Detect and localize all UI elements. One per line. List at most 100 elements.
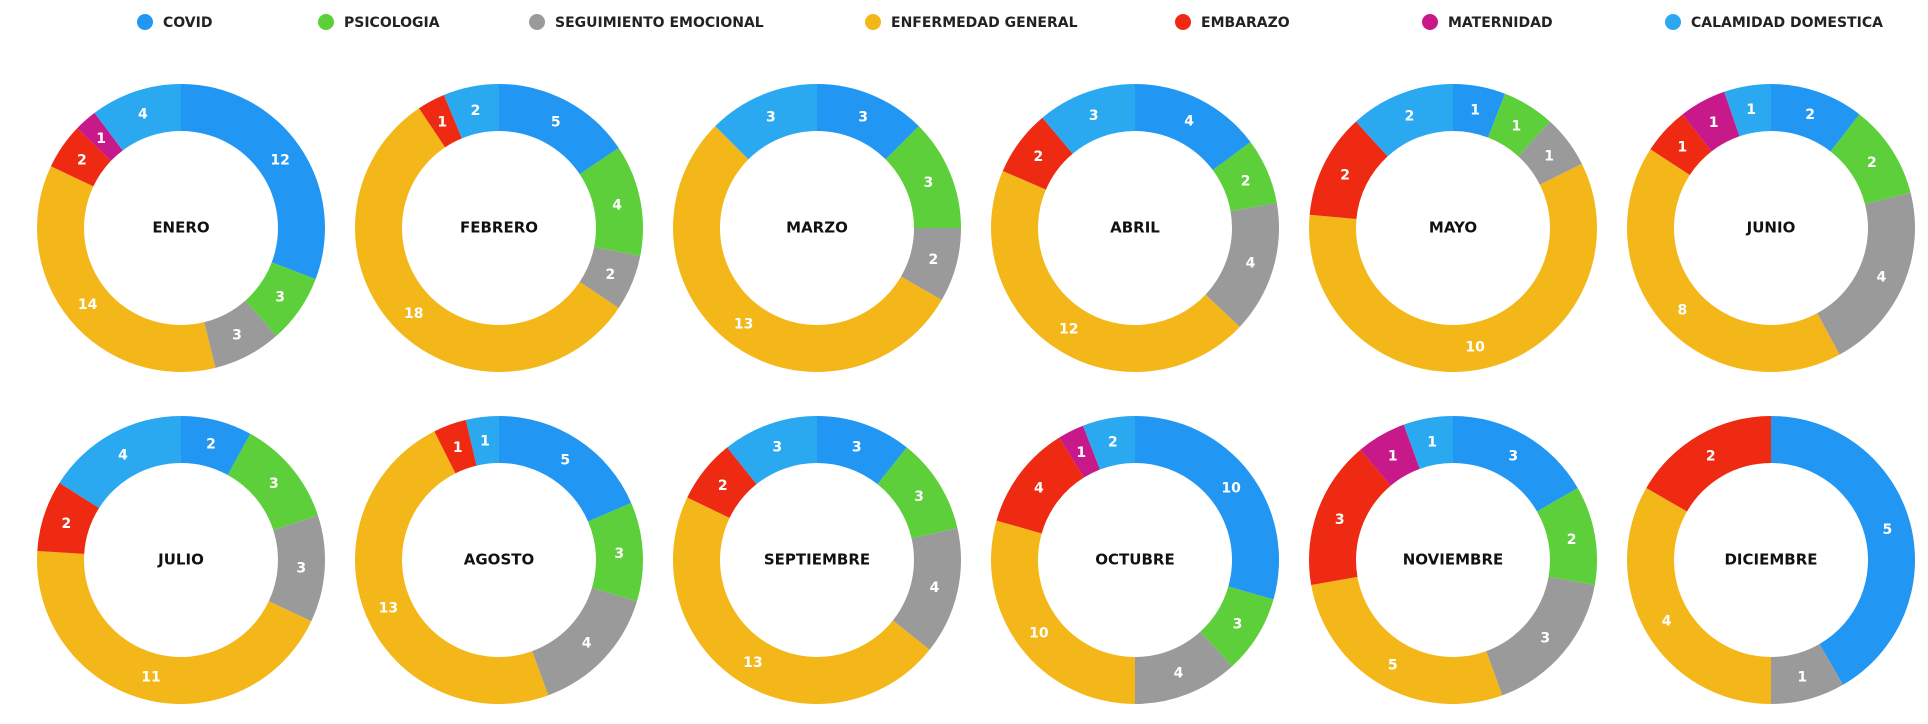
donut-slice [1830, 114, 1911, 205]
donut-slice [1002, 117, 1073, 190]
legend-label: ENFERMEDAD GENERAL [891, 15, 1078, 31]
donut-slice [673, 126, 942, 373]
donut-slice [1627, 149, 1840, 372]
slice-label: 4 [930, 580, 940, 596]
slice-label: 2 [1241, 173, 1251, 189]
legend-swatch [1665, 14, 1681, 30]
legend-swatch [529, 14, 545, 30]
slice-label: 13 [379, 601, 398, 617]
slice-label: 18 [404, 306, 423, 322]
donut-slice [877, 447, 958, 539]
legend-label: PSICOLOGIA [344, 15, 440, 31]
donut-slice [1355, 84, 1453, 157]
slice-label: 3 [1089, 108, 1099, 124]
slice-label: 1 [453, 440, 463, 456]
slice-label: 5 [1883, 522, 1893, 538]
donut-slice [817, 416, 907, 485]
donut-slice [1205, 202, 1279, 327]
donut-slice [355, 108, 619, 372]
slice-label: 4 [138, 107, 148, 123]
legend-swatch [318, 14, 334, 30]
slice-label: 4 [1246, 256, 1256, 272]
donut-slice [355, 431, 549, 704]
donut-slice [588, 502, 643, 602]
slice-label: 2 [471, 103, 481, 119]
donut-title: JULIO [157, 551, 204, 569]
donut-slice [579, 147, 643, 257]
donut-slice [1212, 142, 1277, 212]
donut-slice [996, 437, 1084, 534]
donut-slice [1360, 424, 1420, 486]
donut-slice [204, 300, 277, 368]
donut-slice [687, 447, 757, 518]
slice-label: 8 [1677, 303, 1687, 319]
donut-slice [1537, 488, 1597, 586]
slice-label: 13 [743, 655, 762, 671]
slice-label: 1 [1427, 434, 1437, 450]
donut-slice [94, 84, 181, 151]
slice-label: 2 [1108, 435, 1118, 451]
donut-slice [227, 433, 318, 531]
donut-slice [465, 416, 499, 466]
legend-label: EMBARAZO [1201, 15, 1290, 31]
donut-slice [418, 94, 462, 148]
slice-label: 4 [118, 447, 128, 463]
slice-label: 4 [1876, 269, 1886, 285]
donut-slice [673, 497, 930, 704]
donut-slice [37, 166, 216, 372]
legend-swatch [1175, 14, 1191, 30]
donut-title: JUNIO [1746, 219, 1796, 237]
donut-slice [245, 262, 316, 336]
slice-label: 2 [77, 153, 87, 169]
donut-slice [715, 84, 817, 160]
donut-slice [892, 527, 962, 650]
donut-slice [817, 84, 919, 160]
donut-slice [1309, 163, 1598, 372]
legend-swatch [137, 14, 153, 30]
donut-slice [1042, 84, 1135, 154]
legend-label: CALAMIDAD DOMESTICA [1691, 15, 1883, 31]
slice-label: 4 [612, 197, 622, 213]
donut-slice [499, 84, 619, 175]
slice-label: 11 [141, 670, 160, 686]
slice-label: 3 [858, 110, 868, 126]
slice-label: 1 [480, 433, 490, 449]
donut-slice [1486, 576, 1595, 696]
slice-label: 3 [914, 489, 924, 505]
slice-label: 2 [206, 436, 216, 452]
slice-label: 3 [275, 289, 285, 305]
slice-label: 2 [605, 267, 615, 283]
donut-slice [1200, 586, 1274, 667]
slice-label: 3 [1540, 630, 1550, 646]
donut-slice [1627, 488, 1771, 704]
donut-slice [443, 84, 499, 139]
slice-label: 1 [1677, 139, 1687, 155]
slice-label: 3 [923, 175, 933, 191]
donut-title: DICIEMBRE [1724, 551, 1817, 569]
donut-title: AGOSTO [464, 551, 534, 569]
donut-slice [1403, 416, 1453, 469]
slice-label: 4 [1662, 613, 1672, 629]
donut-title: FEBRERO [460, 219, 538, 237]
slice-label: 2 [1867, 155, 1877, 171]
slice-label: 3 [1508, 449, 1518, 465]
slice-label: 1 [96, 131, 106, 147]
slice-label: 3 [296, 561, 306, 577]
donut-title: SEPTIEMBRE [764, 551, 870, 569]
slice-label: 5 [1388, 657, 1398, 673]
donut-slice [885, 126, 961, 228]
donut-slice [77, 112, 123, 161]
donut-slice [532, 587, 637, 696]
donut-title: ENERO [152, 219, 209, 237]
donut-slice [1309, 121, 1388, 220]
donut-slice [50, 128, 112, 187]
donut-slice [1724, 84, 1771, 137]
donut-title: OCTUBRE [1095, 551, 1174, 569]
slice-label: 1 [1797, 669, 1807, 685]
donut-slice [1771, 416, 1916, 685]
slice-label: 3 [1233, 616, 1243, 632]
slice-label: 10 [1465, 339, 1485, 355]
legend-label: SEGUIMIENTO EMOCIONAL [555, 15, 764, 31]
slice-label: 5 [560, 452, 570, 468]
donut-slice [990, 170, 1240, 373]
